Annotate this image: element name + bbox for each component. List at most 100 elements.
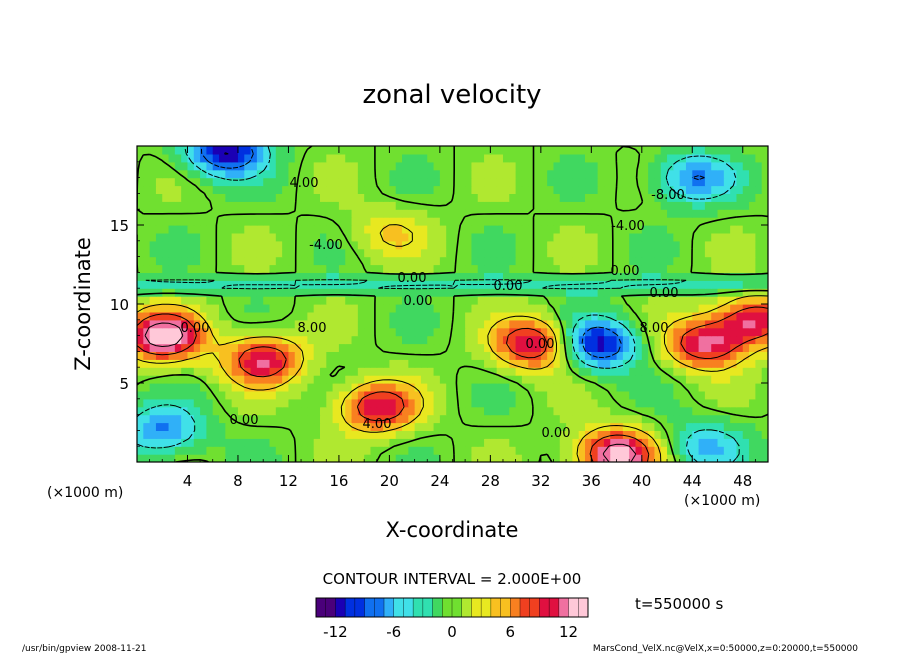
field-cell [736,232,744,242]
field-cell [648,296,656,305]
field-cell [370,343,378,352]
field-cell [452,327,460,337]
field-cell [294,327,302,337]
field-cell [635,217,643,226]
field-cell [471,383,479,392]
field-cell [206,383,214,392]
field-cell [591,406,599,416]
field-cell [282,414,290,424]
field-cell [534,161,542,171]
field-cell [496,272,504,281]
field-cell [332,430,340,439]
field-cell [578,359,586,368]
field-cell [490,446,498,455]
field-cell [143,272,151,281]
field-cell [496,296,504,305]
field-cell [137,367,144,376]
field-cell [149,169,157,179]
field-cell [496,146,504,155]
field-cell [761,232,768,242]
field-cell [364,446,372,455]
field-cell [755,256,763,266]
field-cell [629,383,637,392]
field-cell [332,383,340,392]
field-cell [641,153,649,163]
field-cell [723,446,731,455]
field-cell [174,343,182,352]
field-cell [307,161,315,171]
field-cell [301,272,308,281]
field-cell [679,304,687,313]
field-cell [603,367,611,376]
field-cell [622,446,630,455]
field-cell [610,438,618,447]
field-cell [414,367,422,376]
field-cell [566,256,573,266]
field-cell [288,351,296,360]
field-cell [256,288,264,297]
field-cell [237,398,245,408]
field-cell [603,161,611,171]
field-cell [597,359,605,368]
field-cell [635,438,643,447]
field-cell [345,288,353,297]
field-cell [427,422,435,431]
field-cell [231,311,239,321]
field-cell [193,177,201,187]
field-cell [591,422,599,431]
field-cell [660,201,668,210]
field-cell [704,359,712,368]
field-cell [364,280,372,289]
field-cell [137,351,144,360]
field-cell [654,438,662,447]
field-cell [616,193,624,202]
field-cell [471,390,479,400]
field-cell [181,438,189,447]
field-cell [439,185,447,194]
field-cell [389,367,397,376]
field-cell [338,311,346,321]
field-cell [654,351,662,360]
field-cell [673,201,681,210]
field-cell [572,185,580,194]
field-cell [383,359,390,368]
field-cell [187,280,195,289]
field-cell [137,375,144,384]
field-cell [402,319,409,329]
field-cell [250,438,258,447]
field-cell [692,248,700,258]
field-cell [547,430,555,439]
field-cell [370,201,378,210]
field-cell [433,319,441,329]
field-cell [761,146,768,155]
field-cell [572,446,580,455]
field-cell [692,177,700,187]
field-cell [755,375,763,384]
field-cell [635,446,643,455]
field-cell [256,177,264,187]
field-cell [439,288,447,297]
field-cell [332,296,340,305]
field-cell [212,201,220,210]
field-cell [717,343,725,352]
field-cell [521,217,529,226]
field-cell [193,217,201,226]
field-cell [313,264,321,273]
field-cell [446,414,454,424]
field-cell [730,209,738,218]
field-cell [301,430,308,439]
field-cell [263,296,271,305]
field-cell [509,272,517,281]
field-cell [357,232,365,242]
field-cell [193,383,201,392]
field-cell [515,169,523,179]
field-cell [704,153,712,163]
field-cell [395,343,403,352]
field-cell [326,406,334,416]
field-cell [717,248,725,258]
field-cell [660,375,668,384]
field-cell [263,343,271,352]
field-cell [332,256,340,266]
field-cell [736,248,744,258]
